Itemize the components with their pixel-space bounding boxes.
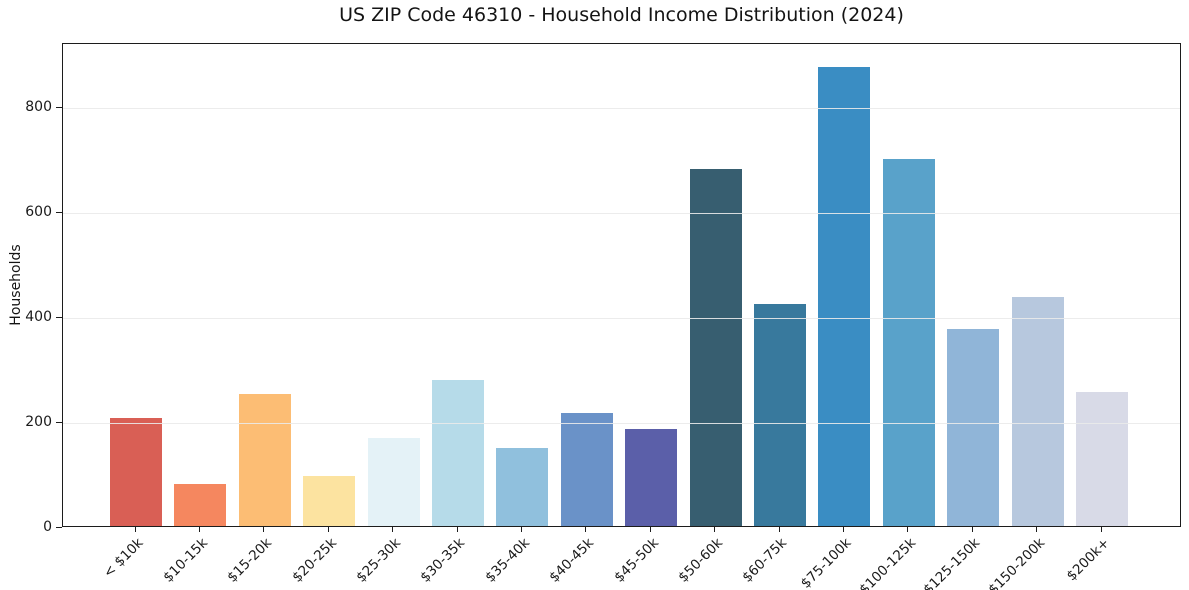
x-tick-mark xyxy=(392,527,394,532)
x-tick-label: $20-25k xyxy=(288,535,340,586)
y-tick-mark xyxy=(56,421,62,423)
bar xyxy=(1011,296,1064,526)
x-tick-label: $40-45k xyxy=(546,535,598,586)
gridline xyxy=(63,212,1180,214)
x-tick-mark xyxy=(520,527,522,532)
x-tick-mark xyxy=(1036,527,1038,532)
y-tick-label: 0 xyxy=(43,519,52,535)
bar xyxy=(1076,392,1128,526)
bar xyxy=(432,380,484,526)
y-tick-label: 600 xyxy=(25,204,52,221)
bar xyxy=(110,418,162,526)
x-tick-label: $10-15k xyxy=(160,535,211,586)
gridline xyxy=(63,107,1180,109)
x-tick-mark xyxy=(907,527,909,532)
bar xyxy=(560,412,613,526)
x-tick-mark xyxy=(134,527,136,532)
y-tick-label: 400 xyxy=(25,309,52,326)
x-tick-mark xyxy=(971,527,973,532)
bar xyxy=(625,428,678,526)
plot-area xyxy=(62,43,1181,527)
x-tick-label: $15-20k xyxy=(224,535,276,586)
bar xyxy=(238,393,291,526)
x-tick-label: $45-50k xyxy=(610,535,662,586)
y-tick-label: 800 xyxy=(25,99,52,116)
x-tick-label: $200k+ xyxy=(1063,535,1113,585)
x-tick-mark xyxy=(714,527,716,532)
x-tick-label: $25-30k xyxy=(353,535,404,586)
x-tick-mark xyxy=(778,527,780,532)
bar xyxy=(947,328,1000,526)
bar xyxy=(174,484,227,526)
bar xyxy=(689,169,742,526)
x-tick-label: < $10k xyxy=(100,535,147,582)
y-tick-label: 200 xyxy=(25,414,52,430)
bar xyxy=(818,67,871,526)
y-tick-mark xyxy=(56,316,62,318)
x-tick-mark xyxy=(649,527,651,532)
bar xyxy=(303,475,356,526)
x-tick-mark xyxy=(842,527,844,532)
y-tick-mark xyxy=(56,211,62,213)
x-tick-label: $125-150k xyxy=(920,535,984,590)
bar xyxy=(367,438,420,526)
bar xyxy=(882,158,935,526)
y-tick-mark xyxy=(56,106,62,108)
x-tick-mark xyxy=(327,527,329,532)
x-tick-label: $150-200k xyxy=(985,535,1048,590)
x-tick-label: $30-35k xyxy=(417,535,469,586)
x-tick-mark xyxy=(585,527,587,532)
x-tick-mark xyxy=(1100,527,1102,532)
x-tick-label: $35-40k xyxy=(482,535,533,586)
x-tick-label: $50-60k xyxy=(675,535,726,586)
x-tick-mark xyxy=(198,527,200,532)
y-tick-mark xyxy=(56,526,62,528)
bar xyxy=(754,303,806,526)
bar xyxy=(496,447,549,526)
x-tick-mark xyxy=(263,527,265,532)
x-tick-mark xyxy=(456,527,458,532)
chart-title: US ZIP Code 46310 - Household Income Dis… xyxy=(339,4,904,26)
x-tick-label: $100-125k xyxy=(856,535,920,590)
x-tick-label: $75-100k xyxy=(797,535,855,590)
x-tick-label: $60-75k xyxy=(739,535,791,586)
